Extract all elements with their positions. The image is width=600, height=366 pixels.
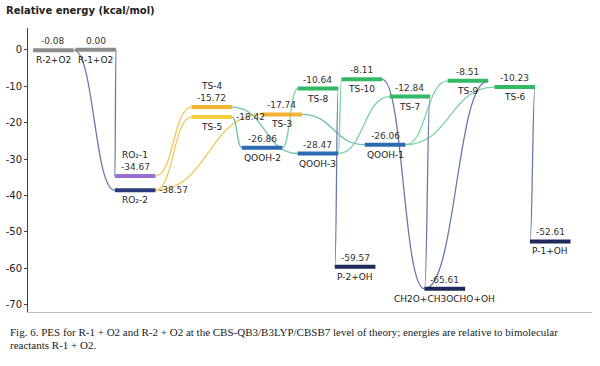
svg-text:-26.86: -26.86	[248, 134, 277, 144]
svg-text:-8.11: -8.11	[350, 65, 373, 75]
svg-text:-40: -40	[6, 190, 22, 201]
svg-text:TS-7: TS-7	[399, 102, 420, 112]
svg-text:-28.47: -28.47	[303, 140, 332, 150]
svg-text:Relative energy (kcal/mol): Relative energy (kcal/mol)	[6, 5, 155, 16]
svg-text:QOOH-2: QOOH-2	[244, 153, 281, 163]
svg-text:TS-3: TS-3	[271, 119, 292, 129]
svg-text:P-2+OH: P-2+OH	[337, 272, 373, 282]
html-text:Fig. 6. PES for R-1 + O2 and R: Fig. 6. PES for R-1 + O2 and R-2 + O2 at…	[10, 326, 558, 351]
svg-text:-52.61: -52.61	[536, 227, 565, 237]
svg-text:QOOH-1: QOOH-1	[367, 150, 404, 160]
svg-text:-34.67: -34.67	[121, 162, 150, 172]
svg-text:RO₂-2: RO₂-2	[122, 195, 148, 205]
svg-text:R-2+O2: R-2+O2	[36, 55, 71, 65]
svg-text:-10.23: -10.23	[500, 73, 529, 83]
svg-text:-15.72: -15.72	[197, 93, 226, 103]
svg-text:-20: -20	[6, 117, 22, 128]
svg-text:-8.51: -8.51	[456, 67, 479, 77]
svg-text:R-1+O2: R-1+O2	[78, 55, 113, 65]
svg-text:-10.64: -10.64	[303, 75, 332, 85]
svg-text:P-1+OH: P-1+OH	[532, 246, 568, 256]
svg-text:RO₂-1: RO₂-1	[122, 150, 148, 160]
svg-text:-26.06: -26.06	[371, 131, 400, 141]
svg-text:0.00: 0.00	[86, 36, 106, 46]
svg-text:TS-4: TS-4	[201, 81, 222, 91]
svg-text:TS-5: TS-5	[201, 122, 222, 132]
svg-text:TS-6: TS-6	[504, 92, 525, 102]
svg-text:QOOH-3: QOOH-3	[299, 159, 336, 169]
svg-text:-30: -30	[6, 154, 22, 165]
svg-text:-18.42: -18.42	[236, 112, 265, 122]
svg-text:TS-9: TS-9	[457, 86, 478, 96]
svg-text:TS-10: TS-10	[348, 84, 375, 94]
svg-text:-60: -60	[6, 263, 22, 274]
svg-text:-38.57: -38.57	[159, 185, 188, 195]
svg-text:TS-8: TS-8	[307, 94, 328, 104]
svg-text:-59.57: -59.57	[341, 253, 370, 263]
svg-text:-12.84: -12.84	[395, 83, 424, 93]
svg-text:-65.61: -65.61	[430, 275, 459, 285]
svg-text:-17.74: -17.74	[267, 100, 296, 110]
svg-text:-70: -70	[6, 299, 22, 310]
svg-text:CH2O+CH3OCHO+OH: CH2O+CH3OCHO+OH	[394, 294, 495, 304]
svg-text:-10: -10	[6, 81, 22, 92]
svg-text:-0.08: -0.08	[41, 36, 65, 46]
svg-text:-50: -50	[6, 226, 22, 237]
svg-text:0: 0	[16, 44, 22, 55]
